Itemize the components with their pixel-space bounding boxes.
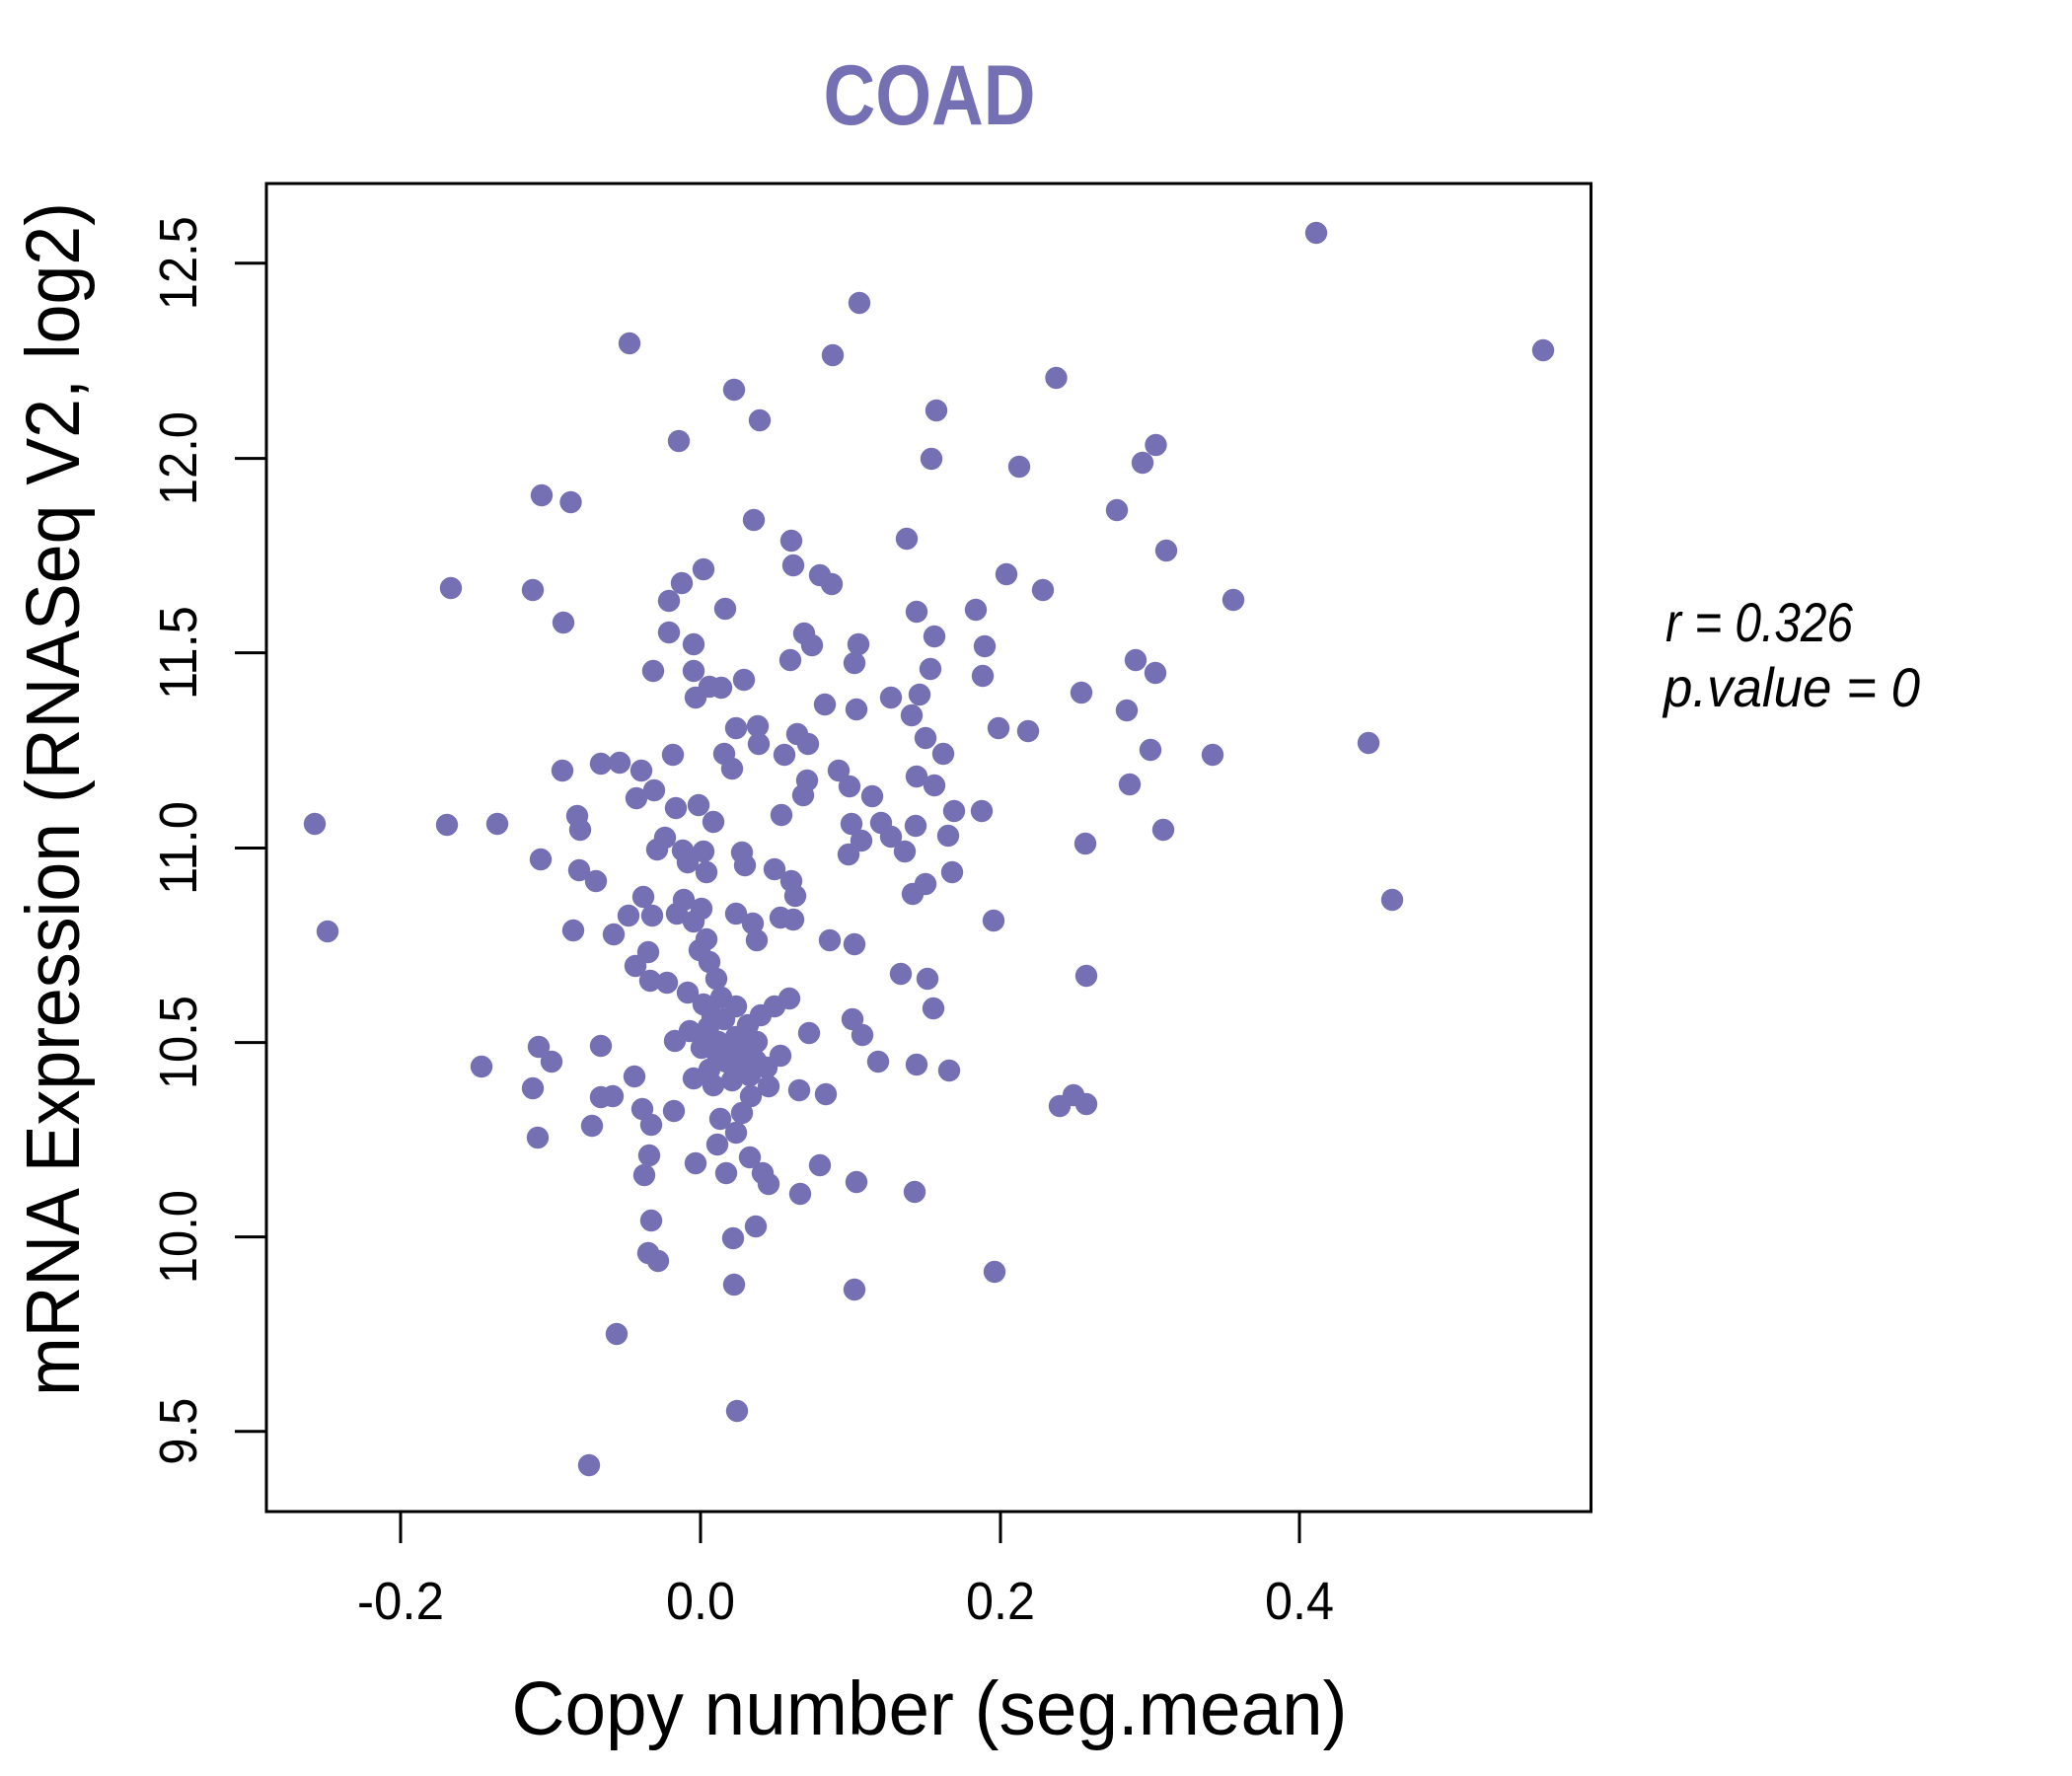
svg-text:9.5: 9.5 bbox=[149, 1398, 208, 1465]
svg-text:10.0: 10.0 bbox=[149, 1190, 208, 1284]
svg-text:10.5: 10.5 bbox=[149, 996, 208, 1089]
svg-text:11.0: 11.0 bbox=[149, 801, 208, 895]
svg-text:COAD: COAD bbox=[824, 48, 1036, 143]
svg-text:0.0: 0.0 bbox=[666, 1572, 735, 1631]
svg-text:r = 0.326: r = 0.326 bbox=[1665, 591, 1854, 653]
svg-text:12.5: 12.5 bbox=[149, 216, 208, 310]
svg-text:p.value = 0: p.value = 0 bbox=[1662, 656, 1920, 718]
svg-text:12.0: 12.0 bbox=[149, 411, 208, 505]
svg-text:11.5: 11.5 bbox=[149, 606, 208, 700]
svg-text:-0.2: -0.2 bbox=[357, 1572, 444, 1631]
svg-text:Copy number (seg.mean): Copy number (seg.mean) bbox=[512, 1666, 1348, 1751]
svg-text:0.4: 0.4 bbox=[1265, 1572, 1334, 1631]
svg-text:0.2: 0.2 bbox=[966, 1572, 1035, 1631]
svg-text:mRNA Expression (RNASeq V2, lo: mRNA Expression (RNASeq V2, log2) bbox=[11, 202, 96, 1396]
